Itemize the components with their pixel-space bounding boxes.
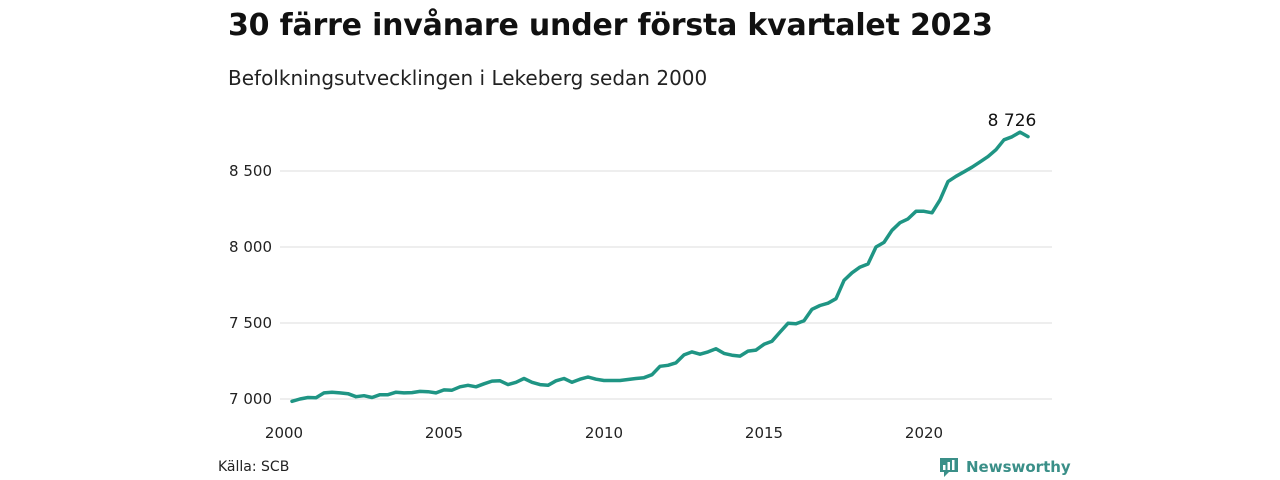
y-tick-label: 7 000 bbox=[229, 390, 272, 408]
chart-title: 30 färre invånare under första kvartalet… bbox=[228, 8, 993, 43]
series-line bbox=[290, 130, 1030, 404]
source-note: Källa: SCB bbox=[218, 459, 290, 475]
brand-logo[interactable]: Newsworthy bbox=[938, 456, 1071, 478]
y-tick-label: 8 000 bbox=[229, 238, 272, 256]
chart-subtitle: Befolkningsutvecklingen i Lekeberg sedan… bbox=[228, 66, 708, 90]
annotation-layer: 8 726 bbox=[988, 111, 1037, 131]
end-value-label: 8 726 bbox=[988, 111, 1037, 131]
x-tick-label: 2015 bbox=[745, 424, 783, 442]
newsworthy-logo-icon bbox=[940, 458, 958, 477]
y-axis: 7 000 7 500 8 000 8 500 bbox=[229, 162, 272, 408]
x-tick-label: 2010 bbox=[585, 424, 623, 442]
series-layer bbox=[290, 130, 1030, 404]
y-tick-label: 7 500 bbox=[229, 314, 272, 332]
x-tick-label: 2020 bbox=[905, 424, 943, 442]
y-tick-label: 8 500 bbox=[229, 162, 272, 180]
x-tick-label: 2005 bbox=[425, 424, 463, 442]
x-axis: 2000 2005 2010 2015 2020 bbox=[265, 424, 943, 442]
brand-name: Newsworthy bbox=[966, 458, 1071, 476]
gridlines bbox=[280, 170, 1052, 400]
x-tick-label: 2000 bbox=[265, 424, 303, 442]
